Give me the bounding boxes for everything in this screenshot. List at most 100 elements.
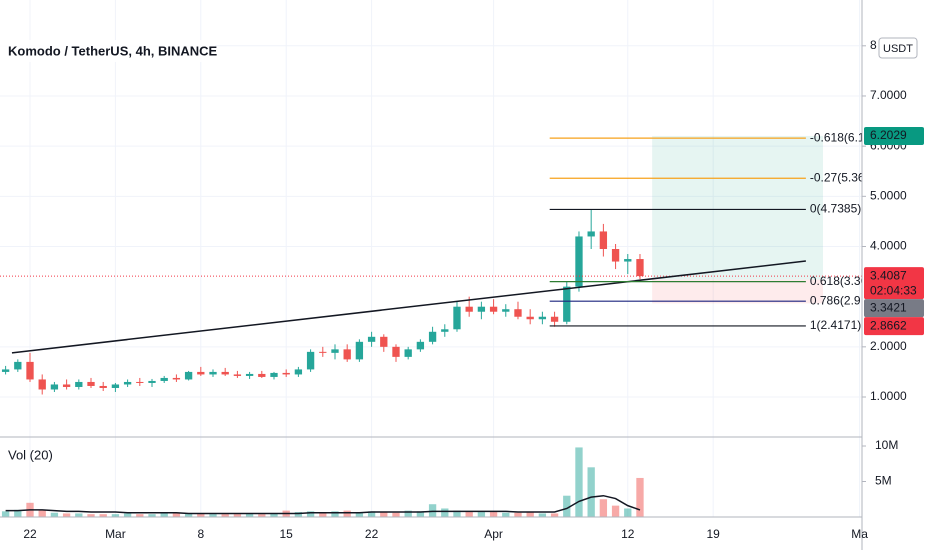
candle-body	[526, 316, 534, 320]
volume-bar	[587, 467, 595, 517]
candle-body	[209, 371, 217, 375]
volume-bar	[441, 508, 449, 517]
fib-label: 1(2.4171)	[810, 318, 861, 332]
volume-bar	[331, 511, 339, 517]
fib-label: 0.786(2.91	[810, 293, 868, 307]
volume-bar	[526, 512, 534, 517]
fib-label: 0.618(3.30	[810, 274, 868, 288]
x-tick-label: 8	[197, 527, 204, 541]
price-label: 2.8662	[870, 318, 907, 332]
price-label-box	[864, 299, 924, 318]
volume-title: Vol (20)	[8, 447, 53, 462]
volume-bar	[404, 510, 412, 517]
price-label: 6.2029	[870, 128, 907, 142]
candle-body	[575, 236, 583, 287]
volume-bar	[319, 512, 327, 517]
candle-body	[563, 286, 571, 322]
volume-bar	[197, 513, 205, 517]
volume-bar	[62, 513, 71, 517]
fib-label: -0.27(5.36	[810, 170, 865, 184]
candle-body	[172, 377, 181, 380]
candle-body	[1, 369, 10, 372]
candle-body	[99, 385, 107, 388]
candle-body	[50, 384, 59, 390]
candle-body	[611, 249, 620, 262]
price-label: 3.3421	[870, 300, 907, 314]
currency-button[interactable]	[878, 37, 918, 59]
candle-body	[111, 384, 120, 388]
candle-body	[502, 309, 510, 312]
volume-bar	[87, 514, 95, 517]
position-stop-zone	[652, 279, 823, 304]
volume-bar	[380, 512, 388, 517]
fib-label: -0.618(6.1	[810, 130, 865, 144]
volume-bar	[367, 511, 376, 517]
chart-title: Komodo / TetherUS, 4h, BINANCE	[8, 43, 218, 58]
trendline	[11, 260, 806, 354]
candle-body	[380, 336, 388, 347]
candle-body	[331, 349, 339, 353]
volume-bar	[636, 477, 644, 517]
candle-body	[343, 349, 351, 360]
volume-bar	[416, 511, 425, 517]
volume-bar	[111, 514, 120, 517]
x-tick-label: 22	[23, 527, 37, 541]
title-bg	[0, 40, 215, 62]
volume-bar	[75, 513, 83, 517]
candle-body	[404, 349, 412, 357]
volume-bar	[502, 512, 510, 517]
volume-bar	[294, 512, 303, 517]
volume-bar	[1, 511, 10, 517]
volume-bar	[270, 513, 278, 517]
volume-bar	[392, 512, 400, 517]
x-tick-label: 22	[365, 527, 379, 541]
x-tick-label: 12	[621, 527, 635, 541]
x-tick-label: Ma	[851, 527, 868, 541]
plot: -0.618(6.1 -0.27(5.36 0(4.7385) 0.618(3.30 0…	[0, 0, 868, 517]
volume-bar	[50, 512, 59, 517]
volume-bar	[160, 513, 168, 517]
y-tick-label: 2.0000	[870, 339, 907, 353]
candle-body	[514, 309, 522, 317]
volume-bar	[550, 513, 559, 517]
candle-body	[587, 231, 595, 237]
volume-bar	[136, 514, 144, 517]
price-label-box	[864, 317, 924, 336]
candle-body	[319, 351, 327, 353]
volume-bar	[99, 514, 107, 517]
volume-bar	[538, 513, 547, 517]
candle-body	[26, 361, 34, 380]
volume-tick-label: 10M	[875, 438, 898, 452]
volume-tick-label: 5M	[875, 474, 892, 488]
volume-bar	[221, 514, 229, 517]
y-tick-label: 4.0000	[870, 239, 907, 253]
candle-body	[233, 374, 242, 376]
volume-bar	[306, 511, 315, 517]
candle-body	[392, 346, 400, 357]
volume-bar	[172, 512, 181, 517]
candle-body	[62, 384, 71, 387]
candle-body	[258, 373, 266, 377]
x-tick-label: 19	[706, 527, 720, 541]
candle-body	[294, 369, 303, 375]
candle-body	[221, 371, 229, 375]
volume-bar	[38, 509, 46, 517]
currency[interactable]: USDT	[883, 43, 913, 55]
candle-body	[38, 379, 46, 390]
y-tick-label: 1.0000	[870, 389, 907, 403]
axis: 22 Mar 8 15 22 Apr 12 19 Ma 1.0000 2.0000 4.0000 5.0…	[23, 38, 924, 541]
volume-ma	[5, 494, 641, 515]
volume-bar	[123, 513, 132, 517]
volume-bar	[233, 514, 242, 517]
volume-bar	[611, 505, 620, 517]
candle-body	[14, 361, 22, 370]
candle-body	[306, 351, 315, 370]
volume-bar	[575, 447, 583, 517]
price-label: 3.4087	[870, 268, 907, 282]
candle-body	[160, 377, 168, 381]
x-tick-label: Mar	[105, 527, 126, 541]
volume-bar	[599, 499, 608, 517]
volume-bar	[453, 510, 461, 517]
candle-body	[367, 336, 376, 342]
